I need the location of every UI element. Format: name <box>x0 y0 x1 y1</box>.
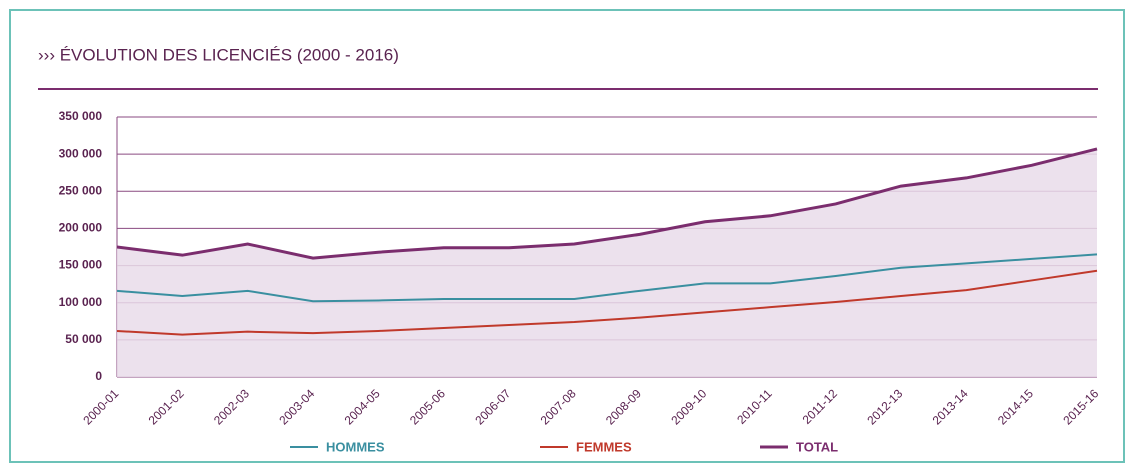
y-tick-label: 100 000 <box>59 295 103 309</box>
y-tick-label: 300 000 <box>59 146 103 160</box>
y-tick-label: 200 000 <box>59 221 103 235</box>
line <box>116 253 1098 303</box>
line <box>116 269 1098 336</box>
y-tick-label: 250 000 <box>59 183 103 197</box>
y-tick-label: 150 000 <box>59 258 103 272</box>
chart-title: ››› ÉVOLUTION DES LICENCIÉS (2000 - 2016… <box>38 45 399 64</box>
legend-label: HOMMES <box>326 439 385 454</box>
line <box>116 147 1098 260</box>
legend-label: FEMMES <box>576 439 632 454</box>
y-tick-label: 350 000 <box>59 109 103 123</box>
area <box>117 148 1097 377</box>
legend-label: TOTAL <box>796 439 838 454</box>
y-tick-label: 50 000 <box>65 332 102 346</box>
y-tick-label: 0 <box>95 369 102 383</box>
